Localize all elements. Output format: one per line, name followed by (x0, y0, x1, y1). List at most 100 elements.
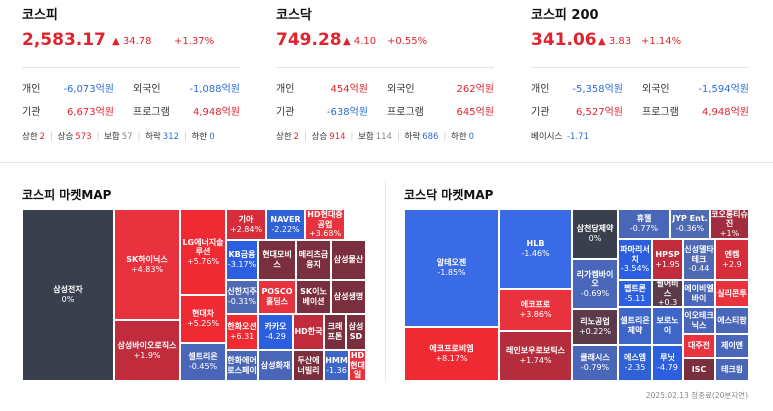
stock-change: -0.44 (688, 264, 710, 274)
stock-tile[interactable]: 한화오션 +6.31 (226, 314, 258, 350)
stock-tile[interactable]: JYP Ent. -0.36% (670, 209, 710, 239)
stock-name: HPSP (655, 249, 680, 259)
stock-tile[interactable]: 에스티팜 (715, 307, 749, 334)
stock-name: 펩트론 (623, 283, 647, 293)
stock-name: SK하이닉스 (126, 254, 168, 264)
index-change: ▲ 3.83 (598, 36, 632, 47)
stock-tile[interactable]: 한화에어로스페이 (226, 350, 258, 381)
stock-tile[interactable]: 셀트리온 -0.45% (180, 343, 226, 381)
stock-tile[interactable]: HD현대일 (349, 350, 366, 381)
stock-tile[interactable]: 코오롱티슈진 +1% (710, 209, 749, 239)
stock-tile[interactable]: 신성델타테크 -0.44 (683, 239, 715, 280)
flow-label: 기관 (276, 107, 295, 118)
flow-label: 프로그램 (642, 107, 679, 118)
stock-tile[interactable]: 에스엠 -2.35 (618, 345, 652, 381)
index-change: ▲ 4.10 (343, 36, 377, 47)
stock-tile[interactable]: 알테오젠 -1.85% (404, 209, 499, 327)
stock-change: -4.29 (265, 332, 286, 341)
stock-name: 실리콘투 (717, 288, 747, 298)
stock-tile[interactable]: 현대모비스 (258, 240, 296, 280)
stock-name: 삼성화재 (260, 360, 291, 370)
stock-tile[interactable]: 보로노이 (652, 307, 683, 345)
stock-tile[interactable]: 현대차 +5.25% (180, 295, 226, 343)
kospi200-panel: 코스피 200 341.06 ▲ 3.83 +1.14% 개인 -5,358억원… (531, 0, 749, 150)
stock-tile[interactable]: 리노공업 +0.22% (572, 309, 618, 345)
stock-tile[interactable]: 대주전 (683, 334, 715, 358)
stock-tile[interactable]: 클래시스 -0.79% (572, 345, 618, 381)
stock-tile[interactable]: 테크윙 (715, 358, 749, 381)
stock-name: 에이비엘바이 (684, 283, 714, 303)
kospi-panel: 코스피 2,583.17 ▲ 34.78 +1.37% 개인 -6,073억원 … (22, 0, 240, 150)
stock-tile[interactable]: 엔켐 +2.9 (715, 239, 749, 280)
stock-tile[interactable]: 삼성생명 (331, 280, 366, 314)
stock-tile[interactable]: 크래프톤 (324, 314, 346, 350)
stock-change: -3.17% (227, 260, 257, 269)
stock-tile[interactable]: LG에너지솔루션 +5.76% (180, 209, 226, 295)
stock-name: 삼성SD (348, 322, 364, 341)
stock-tile[interactable]: POSCO홀딩스 (258, 280, 296, 314)
stock-tile[interactable]: 삼천당제약 0% (572, 209, 618, 259)
stock-tile[interactable]: 펩트론 -5.11 (618, 280, 652, 307)
stock-name: 셀트리온제약 (620, 316, 650, 335)
stock-tile[interactable]: 에코프로비엠 +8.17% (404, 327, 499, 381)
stock-tile[interactable]: 레인보우로보틱스 +1.74% (499, 331, 572, 381)
stock-tile[interactable]: 메리츠금융지 (296, 240, 331, 280)
flow-value: 4,948억원 (192, 107, 240, 118)
stock-tile[interactable]: 펄어비스 +0.3 (652, 280, 683, 307)
stock-tile[interactable]: 삼성물산 (331, 240, 366, 280)
stock-name: POSCO홀딩스 (261, 287, 293, 306)
kospi-map-title[interactable]: 코스피 마켓MAP (22, 188, 112, 202)
stock-tile[interactable]: HD현대중공업 +3.68% (305, 209, 345, 240)
stock-tile[interactable]: 실리콘투 (715, 280, 749, 307)
stock-tile[interactable]: 삼성바이오로직스 +1.9% (114, 320, 180, 381)
stock-tile[interactable]: SK하이닉스 +4.83% (114, 209, 180, 320)
flow-label: 외국인 (642, 84, 670, 95)
stock-name: 이오테크닉스 (684, 310, 714, 330)
stock-tile[interactable]: SK이노베이션 (296, 280, 331, 314)
stock-tile[interactable]: 두산에너빌리 (293, 350, 324, 381)
stock-tile[interactable]: HD한국 (293, 314, 324, 350)
stock-tile[interactable]: 삼성전자 0% (22, 209, 114, 381)
stock-tile[interactable]: 에코프로 +3.86% (499, 289, 572, 331)
flow-label: 외국인 (387, 84, 415, 95)
stock-tile[interactable]: 삼성화재 (258, 350, 293, 381)
stock-tile[interactable]: 루닛 -4.79 (652, 345, 683, 381)
stock-name: 삼성생명 (333, 292, 364, 302)
stock-tile[interactable]: NAVER -2.22% (266, 209, 305, 240)
stock-name: LG에너지솔루션 (182, 237, 224, 257)
stock-tile[interactable]: 파마리서치 -3.54% (618, 239, 652, 280)
stock-tile[interactable]: 이오테크닉스 (683, 307, 715, 334)
flow-value: 4,948억원 (701, 107, 749, 118)
stock-name: 클래시스 (580, 353, 610, 363)
advance-decline: 상한 2 | 상승 914 | 보합 114 | 하락 686 | 하한 0 (276, 132, 475, 142)
stock-change: +5.76% (186, 256, 220, 266)
section-divider (0, 162, 773, 163)
flow-value: -1,594억원 (698, 84, 749, 95)
stock-tile[interactable]: HPSP +1.95 (652, 239, 683, 280)
stock-tile[interactable]: 기아 +2.84% (226, 209, 266, 240)
stock-tile[interactable]: HLB -1.46% (499, 209, 572, 289)
stock-change: +0.22% (578, 327, 612, 336)
stock-change: +3.68% (308, 229, 342, 239)
stock-change: +6.31 (229, 332, 255, 341)
stock-tile[interactable]: 리가켐바이오 -0.69% (572, 259, 618, 309)
stock-name: 한화에어로스페이 (227, 355, 257, 375)
stock-tile[interactable]: 제이앤 (715, 334, 749, 358)
divider (531, 67, 749, 68)
stock-tile[interactable]: 삼성SD (346, 314, 366, 350)
stock-tile[interactable]: 셀트리온제약 (618, 307, 652, 345)
stock-tile[interactable]: HMM -1.36 (324, 350, 349, 381)
stock-tile[interactable]: 카카오 -4.29 (258, 314, 293, 350)
index-name[interactable]: 코스피 200 (531, 8, 599, 23)
index-name[interactable]: 코스닥 (276, 8, 312, 23)
flow-label: 기관 (531, 107, 550, 118)
stock-change: -1.85% (437, 268, 466, 277)
stock-tile[interactable]: 휴젤 -0.77% (618, 209, 670, 239)
stock-change: -1.36 (326, 365, 347, 375)
stock-tile[interactable]: 신한지주 -0.31% (226, 280, 258, 314)
index-name[interactable]: 코스피 (22, 8, 58, 23)
stock-tile[interactable]: 에이비엘바이 (683, 280, 715, 307)
stock-tile[interactable]: KB금융 -3.17% (226, 240, 258, 280)
kosdaq-map-title[interactable]: 코스닥 마켓MAP (404, 188, 494, 202)
stock-tile[interactable]: ISC (683, 358, 715, 381)
